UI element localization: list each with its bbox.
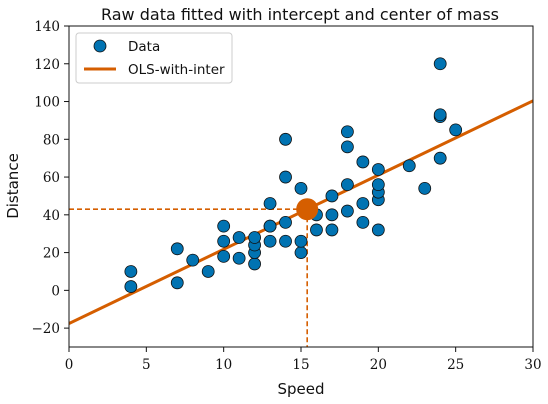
data-point [186, 253, 200, 267]
data-point [371, 223, 385, 237]
data-point [279, 132, 292, 146]
y-tick-label: 80 [43, 132, 60, 148]
data-point [170, 276, 184, 290]
plot-area [69, 57, 533, 347]
data-points [124, 57, 463, 293]
y-tick-label: 140 [34, 19, 60, 35]
data-point [325, 208, 339, 222]
data-point [279, 234, 292, 248]
data-point [356, 215, 370, 229]
data-point [232, 231, 246, 244]
data-point [433, 151, 447, 165]
center-of-mass-marker [296, 198, 319, 221]
data-point [124, 280, 138, 293]
data-point [294, 234, 308, 248]
legend-label-fit: OLS-with-inter [128, 62, 225, 78]
data-point [217, 234, 231, 248]
data-point [279, 170, 292, 184]
data-point [340, 140, 354, 154]
data-point [124, 265, 138, 278]
data-point [201, 265, 215, 278]
data-point [232, 251, 246, 265]
x-tick-label: 10 [215, 357, 232, 373]
y-axis-label: Distance [4, 153, 22, 219]
legend-marker-data [93, 39, 107, 53]
data-point [340, 125, 354, 139]
center-of-mass-layer [296, 198, 319, 221]
data-point [248, 257, 262, 271]
data-point [433, 108, 447, 122]
x-axis-ticks: 0 5 10 15 20 25 30 [65, 347, 542, 373]
y-tick-label: 40 [43, 208, 60, 224]
data-point [279, 215, 292, 229]
center-of-mass-guides [69, 208, 308, 347]
data-point [217, 249, 231, 263]
x-tick-label: 15 [292, 357, 309, 373]
data-point [263, 219, 277, 233]
x-tick-label: 25 [447, 357, 464, 373]
y-axis-ticks: −20 0 20 40 60 80 100 120 140 [32, 19, 69, 337]
y-tick-label: 0 [51, 283, 60, 299]
data-point [325, 189, 339, 203]
data-point [449, 123, 463, 137]
data-point [310, 223, 323, 237]
x-axis-label: Speed [277, 380, 324, 398]
legend-label-data: Data [128, 39, 160, 55]
data-point [294, 246, 308, 259]
y-tick-label: 100 [34, 95, 60, 111]
data-point [170, 242, 184, 256]
data-point [402, 159, 416, 173]
y-tick-label: 60 [43, 170, 60, 186]
data-point [433, 57, 447, 71]
data-point [371, 178, 385, 192]
data-point [371, 163, 385, 176]
data-point [325, 223, 339, 237]
x-tick-label: 0 [65, 357, 74, 373]
data-point [263, 234, 277, 248]
data-point [356, 197, 370, 210]
data-point [294, 181, 308, 195]
data-point [356, 155, 370, 169]
data-point [217, 219, 231, 233]
data-point [340, 204, 354, 218]
data-point [418, 181, 432, 195]
x-tick-label: 30 [524, 357, 541, 373]
chart-title: Raw data fitted with intercept and cente… [101, 5, 499, 24]
data-point [248, 231, 262, 244]
legend: Data OLS-with-inter [75, 32, 233, 84]
y-tick-label: −20 [32, 321, 61, 337]
data-point [263, 197, 277, 210]
data-point [340, 178, 354, 192]
x-tick-label: 5 [142, 357, 151, 373]
x-tick-label: 20 [370, 357, 387, 373]
y-tick-label: 20 [43, 246, 60, 262]
y-tick-label: 120 [34, 57, 60, 73]
